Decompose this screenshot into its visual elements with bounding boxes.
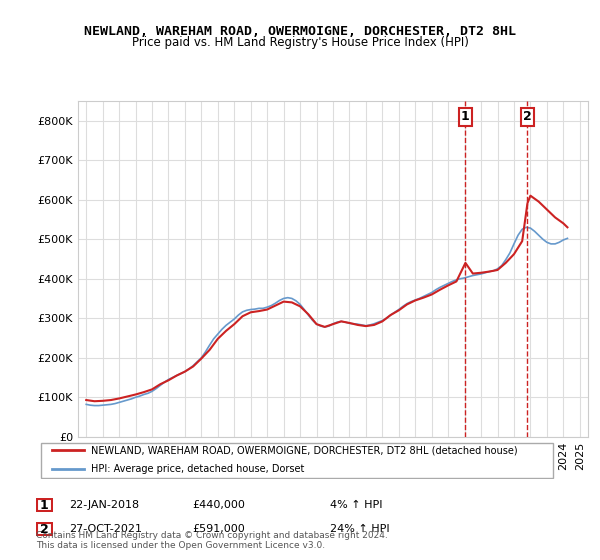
FancyBboxPatch shape (41, 443, 553, 478)
FancyBboxPatch shape (37, 499, 52, 511)
FancyBboxPatch shape (37, 523, 52, 535)
Text: 22-JAN-2018: 22-JAN-2018 (69, 500, 139, 510)
Text: NEWLAND, WAREHAM ROAD, OWERMOIGNE, DORCHESTER, DT2 8HL (detached house): NEWLAND, WAREHAM ROAD, OWERMOIGNE, DORCH… (91, 445, 518, 455)
Text: 2: 2 (40, 522, 49, 536)
Text: Contains HM Land Registry data © Crown copyright and database right 2024.
This d: Contains HM Land Registry data © Crown c… (36, 530, 388, 550)
Text: Price paid vs. HM Land Registry's House Price Index (HPI): Price paid vs. HM Land Registry's House … (131, 36, 469, 49)
Text: 2: 2 (523, 110, 532, 123)
Text: £440,000: £440,000 (192, 500, 245, 510)
Text: NEWLAND, WAREHAM ROAD, OWERMOIGNE, DORCHESTER, DT2 8HL: NEWLAND, WAREHAM ROAD, OWERMOIGNE, DORCH… (84, 25, 516, 38)
Text: 1: 1 (40, 498, 49, 512)
Text: 4% ↑ HPI: 4% ↑ HPI (330, 500, 383, 510)
Text: 1: 1 (461, 110, 470, 123)
Text: 27-OCT-2021: 27-OCT-2021 (69, 524, 142, 534)
Text: £591,000: £591,000 (192, 524, 245, 534)
Text: HPI: Average price, detached house, Dorset: HPI: Average price, detached house, Dors… (91, 464, 305, 474)
Text: 24% ↑ HPI: 24% ↑ HPI (330, 524, 389, 534)
